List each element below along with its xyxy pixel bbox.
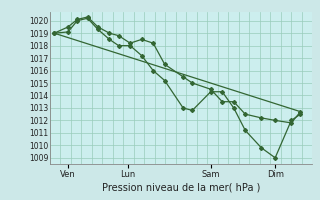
X-axis label: Pression niveau de la mer( hPa ): Pression niveau de la mer( hPa )	[102, 183, 260, 193]
